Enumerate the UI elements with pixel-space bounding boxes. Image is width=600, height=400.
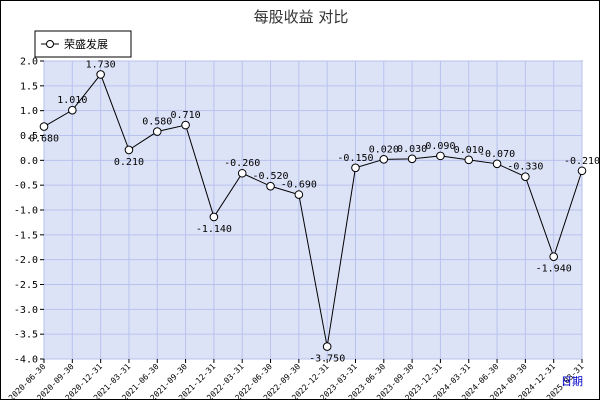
x-axis: 2020-06-302020-09-302020-12-312021-03-31…	[7, 359, 586, 399]
data-label: 0.030	[397, 144, 427, 155]
data-point-marker	[96, 70, 105, 79]
legend-label: 荣盛发展	[64, 37, 108, 51]
data-point-marker	[464, 155, 474, 165]
data-label: -0.210	[564, 156, 599, 167]
data-label: 1.730	[86, 59, 116, 70]
legend: 荣盛发展	[34, 30, 132, 58]
y-tick-label: 0.5	[20, 131, 38, 142]
data-label: 0.710	[171, 110, 201, 121]
data-label: 0.680	[29, 134, 59, 145]
data-label: 0.010	[454, 145, 484, 156]
data-point-marker	[436, 151, 445, 161]
y-tick-label: -1.0	[14, 206, 38, 217]
y-axis: 2.0 1.5 1.0 0.5 0.0 -0.5 -1.0 -1.5 -2.0 -2.5 -3.0 -…	[14, 57, 44, 366]
data-point-marker	[379, 155, 389, 164]
data-point-marker	[294, 190, 304, 199]
series-line	[43, 73, 583, 347]
data-point-marker	[181, 120, 190, 130]
data-label: 0.210	[114, 157, 144, 168]
data-label: -0.690	[281, 180, 317, 191]
y-tick-label: -2.0	[14, 255, 38, 266]
data-point-marker	[577, 166, 587, 176]
data-point-marker	[549, 252, 558, 261]
data-point-marker	[407, 154, 417, 164]
data-point-marker	[152, 127, 162, 136]
y-tick-label: 0.0	[20, 156, 38, 167]
y-tick-label: 1.0	[20, 106, 38, 117]
series-markers	[39, 70, 587, 351]
data-label: -0.330	[507, 162, 543, 173]
y-tick-label: -0.5	[14, 181, 38, 192]
y-tick-label: -1.5	[14, 230, 38, 241]
data-label: -0.070	[479, 149, 515, 160]
data-label: 0.020	[369, 144, 399, 155]
data-point-marker	[209, 212, 219, 222]
y-tick-label: 2.0	[20, 57, 38, 68]
data-label: -1.140	[196, 224, 232, 235]
y-tick-label: -3.0	[14, 305, 38, 316]
data-label: 0.090	[425, 141, 455, 152]
data-point-marker	[237, 168, 247, 178]
data-label: -0.150	[337, 153, 373, 164]
data-point-marker	[124, 145, 134, 155]
data-label: -1.940	[536, 264, 572, 275]
data-label: 1.010	[57, 95, 87, 106]
data-label: -0.260	[224, 158, 260, 169]
data-point-marker	[68, 105, 77, 115]
y-tick-label: -2.5	[14, 280, 38, 291]
data-label: 0.580	[142, 117, 172, 128]
data-point-marker	[39, 122, 49, 131]
legend-marker-icon	[46, 40, 54, 48]
y-tick-label: -4.0	[14, 355, 38, 366]
data-point-marker	[266, 181, 275, 191]
y-tick-label: 1.5	[20, 81, 38, 92]
data-point-marker	[322, 342, 332, 351]
data-point-marker	[521, 172, 530, 182]
y-tick-label: -3.5	[14, 330, 38, 341]
x-axis-label: 日期	[561, 375, 583, 388]
data-label: -0.520	[252, 171, 288, 182]
data-label: -3.750	[309, 354, 345, 365]
data-point-marker	[492, 159, 502, 169]
chart-title: 每股收益 对比	[254, 8, 349, 26]
data-point-marker	[351, 163, 360, 173]
